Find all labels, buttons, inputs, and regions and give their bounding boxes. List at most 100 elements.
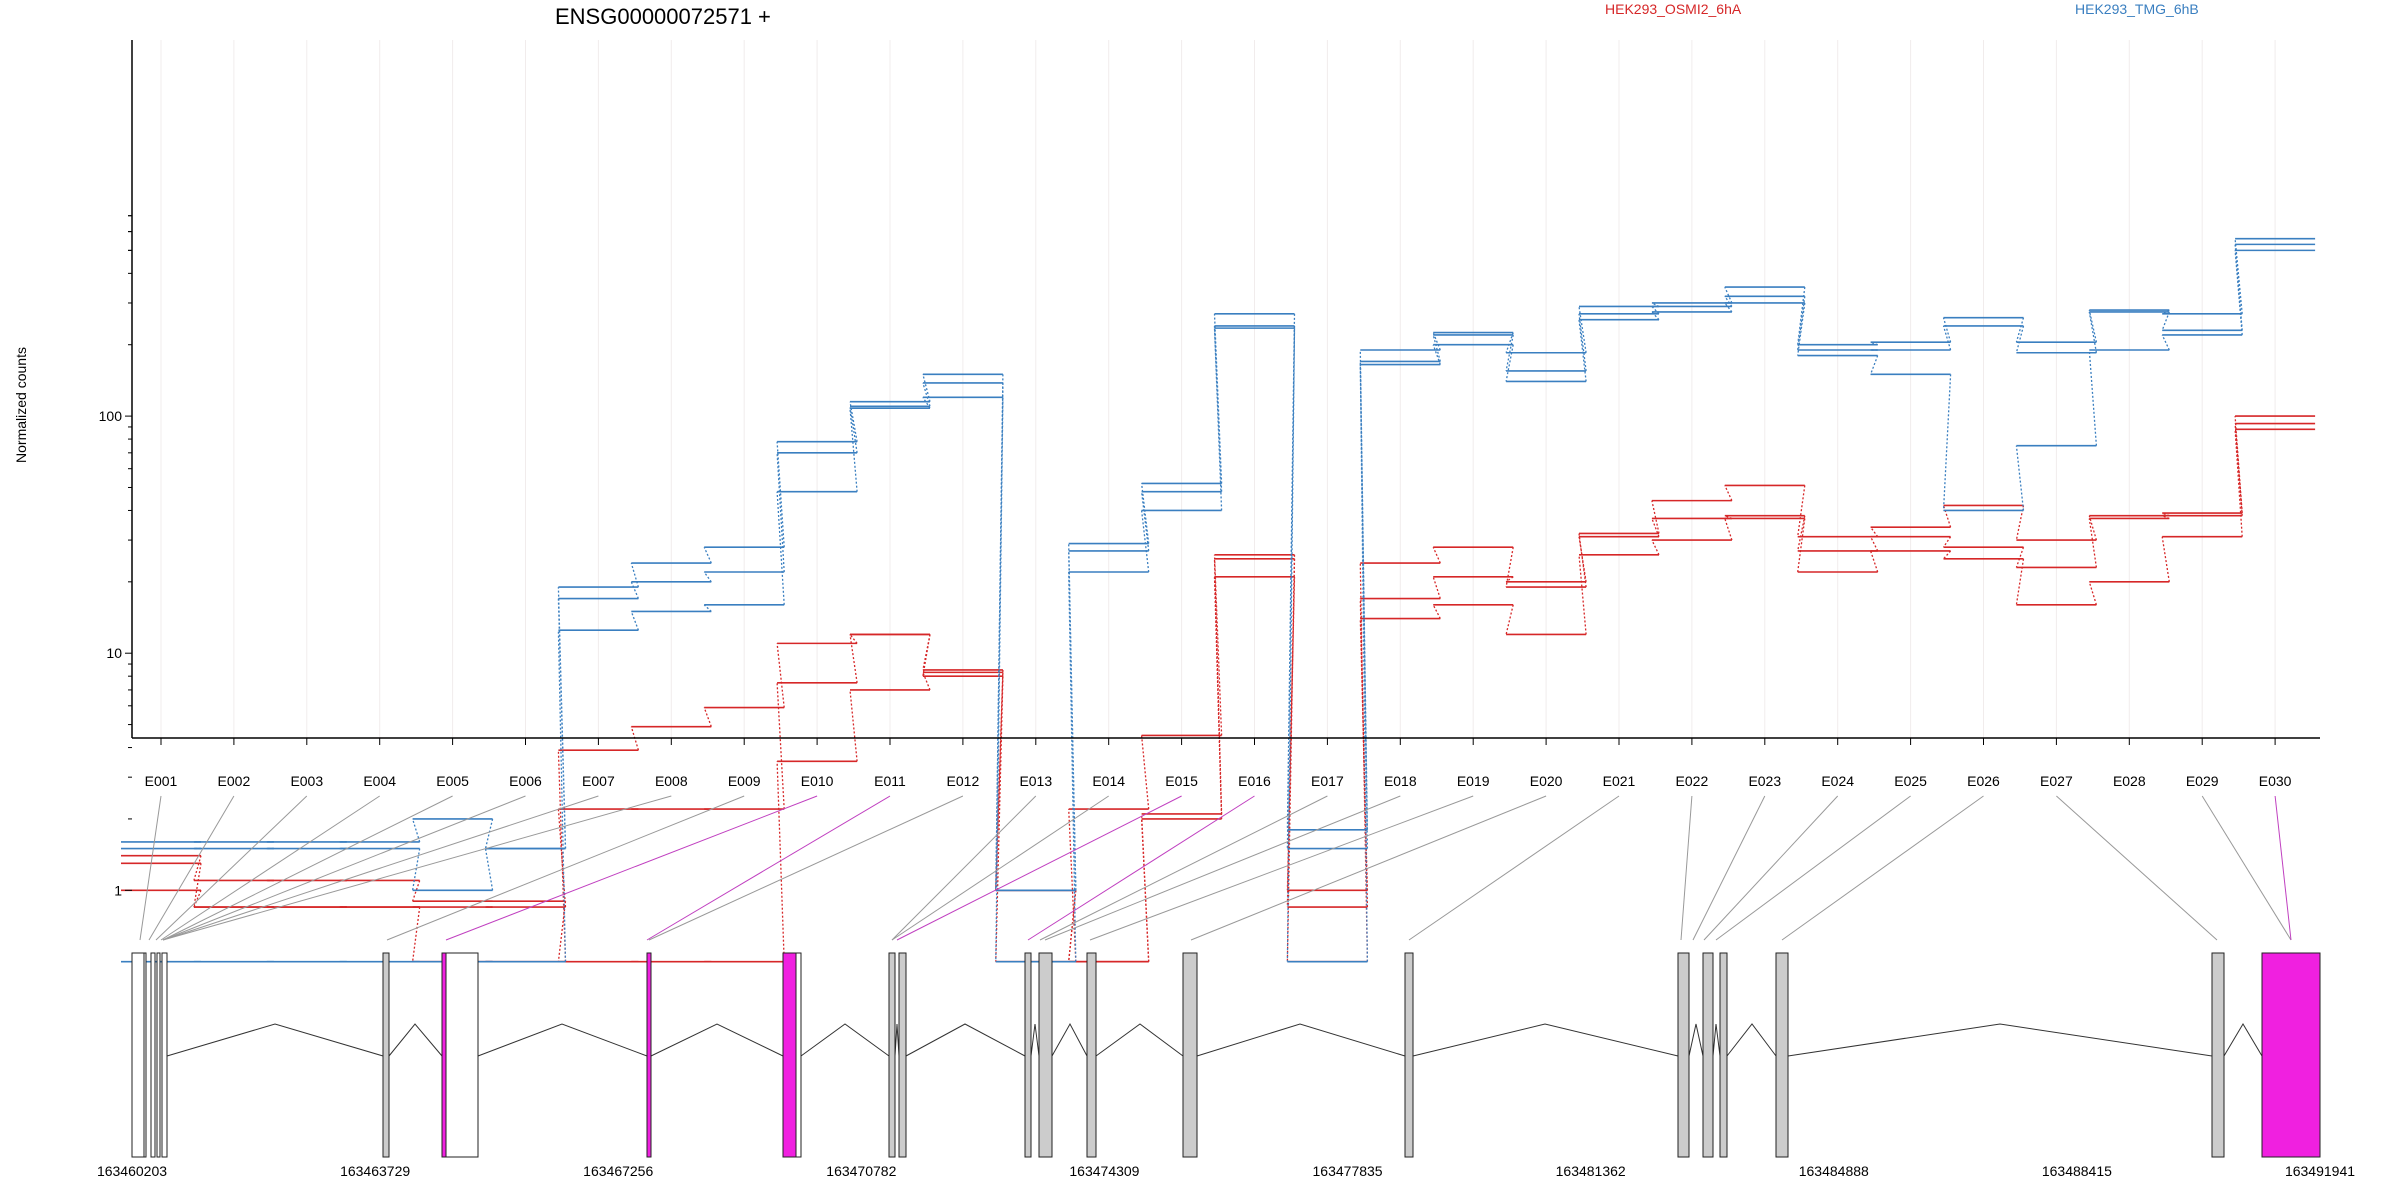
coordinate-label: 163474309 xyxy=(1069,1163,1139,1179)
transition-line xyxy=(2015,317,2025,343)
transition-line xyxy=(1724,286,1733,304)
transition-line xyxy=(1578,533,1587,588)
transition-line xyxy=(1651,539,1660,556)
exon-connector xyxy=(386,795,745,941)
genomic-coordinate-axis: 163460203 163463729 163467256 163470782 1634… xyxy=(97,1163,2355,1179)
intron-line xyxy=(1051,1022,1088,1057)
transition-line xyxy=(1869,355,1879,375)
exon-connector xyxy=(162,795,526,941)
exon-block xyxy=(131,952,145,1158)
transition-line xyxy=(995,669,1004,891)
transition-line xyxy=(1359,361,1369,849)
x-tick-label: E030 xyxy=(2259,773,2292,789)
transition-line xyxy=(1651,311,1660,321)
transition-line xyxy=(1432,334,1441,362)
transition-line xyxy=(1432,576,1441,599)
exon-block xyxy=(795,952,802,1158)
x-tick-label: E007 xyxy=(582,773,615,789)
x-tick-label: E005 xyxy=(436,773,469,789)
transition-line xyxy=(1724,485,1733,501)
transition-line xyxy=(922,672,931,691)
intron-line xyxy=(1712,1023,1721,1057)
intron-line xyxy=(650,1023,784,1057)
series-6 xyxy=(121,249,2316,963)
coordinate-label: 163484888 xyxy=(1799,1163,1869,1179)
transition-line xyxy=(1213,576,1223,819)
coordinate-label: 163477835 xyxy=(1313,1163,1383,1179)
x-tick-label: E015 xyxy=(1165,773,1198,789)
exon-block xyxy=(156,952,161,1158)
exon-connector xyxy=(162,795,672,941)
intron-line xyxy=(166,1023,384,1057)
transition-line xyxy=(630,611,640,631)
y-axis: 1 10 100 xyxy=(99,40,133,898)
exon-connector xyxy=(162,795,453,941)
transition-line xyxy=(703,546,712,564)
transition-line xyxy=(2234,423,2243,516)
transition-line xyxy=(1578,313,1587,372)
x-tick-label: E023 xyxy=(1748,773,1781,789)
x-tick-label: E012 xyxy=(947,773,980,789)
transition-line xyxy=(1942,374,1952,511)
coordinate-label: 163463729 xyxy=(340,1163,410,1179)
transition-line xyxy=(703,707,712,727)
exon-block xyxy=(1677,952,1690,1158)
transition-line xyxy=(1286,325,1296,849)
x-tick-label: E021 xyxy=(1603,773,1636,789)
transition-line xyxy=(1432,546,1441,564)
transition-line xyxy=(995,382,1004,891)
transition-line xyxy=(484,818,494,849)
exon-block xyxy=(161,952,168,1158)
transition-line xyxy=(1942,505,1952,528)
exon-connector-lines xyxy=(139,795,2292,941)
x-tick-label: E016 xyxy=(1238,773,1271,789)
exon-block xyxy=(1038,952,1053,1158)
intron-line xyxy=(1030,1023,1040,1057)
transition-line xyxy=(557,598,567,849)
vertical-gridlines xyxy=(160,40,2276,738)
transition-line xyxy=(1140,735,1150,810)
transition-line xyxy=(1942,317,1952,343)
chart-title: ENSG00000072571 + xyxy=(555,4,771,29)
intron-line xyxy=(1688,1023,1704,1057)
transition-line xyxy=(2161,334,2170,351)
transition-line xyxy=(1068,809,1077,962)
exon-block-highlighted xyxy=(2261,952,2321,1158)
legend-entry-tmg: HEK293_TMG_6hB xyxy=(2075,1,2199,17)
transition-line xyxy=(1870,526,1879,538)
intron-line xyxy=(1095,1023,1184,1057)
exon-connector xyxy=(139,795,162,941)
transition-line xyxy=(2088,349,2098,446)
transition-line xyxy=(1286,328,1296,962)
x-tick-label: E009 xyxy=(728,773,761,789)
transition-line xyxy=(776,491,785,605)
transition-line xyxy=(2234,416,2243,514)
exon-connector xyxy=(155,795,308,941)
transition-line xyxy=(776,643,785,708)
series-3 xyxy=(121,428,2316,963)
coordinate-label: 163488415 xyxy=(2042,1163,2112,1179)
exon-block xyxy=(382,952,390,1158)
transition-line xyxy=(2015,445,2025,511)
transition-line xyxy=(849,634,858,644)
coordinate-label: 163491941 xyxy=(2285,1163,2355,1179)
exon-block xyxy=(1775,952,1789,1158)
exon-block xyxy=(1702,952,1714,1158)
series-layer xyxy=(121,237,2316,963)
transition-line xyxy=(193,890,202,908)
x-tick-label: E022 xyxy=(1676,773,1709,789)
transition-line xyxy=(1140,818,1150,962)
transition-line xyxy=(484,848,494,891)
transition-line xyxy=(922,634,931,671)
transition-line xyxy=(849,634,858,683)
exon-block xyxy=(1086,952,1097,1158)
exon-block xyxy=(143,952,147,1158)
transition-line xyxy=(2015,558,2025,605)
exon-connector xyxy=(1781,795,1984,941)
transition-line xyxy=(2088,309,2098,343)
transition-line xyxy=(1797,515,1806,552)
transition-line xyxy=(630,581,639,599)
transition-line xyxy=(1942,536,1952,548)
x-tick-label: E002 xyxy=(218,773,251,789)
